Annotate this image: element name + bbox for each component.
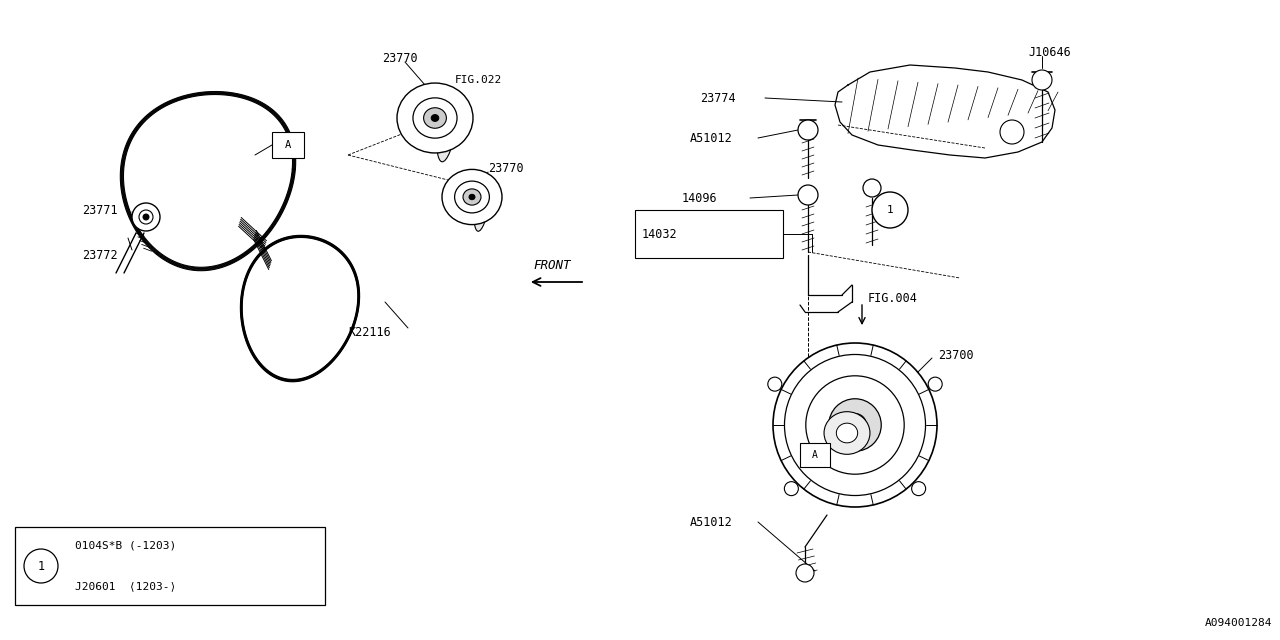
Text: 23770: 23770 <box>488 161 524 175</box>
Circle shape <box>768 377 782 391</box>
Circle shape <box>143 214 148 220</box>
Bar <box>15 527 325 605</box>
Circle shape <box>785 355 925 495</box>
Circle shape <box>785 482 799 495</box>
Text: 14096: 14096 <box>682 191 718 205</box>
Text: A: A <box>285 140 291 150</box>
Text: A51012: A51012 <box>690 515 732 529</box>
Text: 14032: 14032 <box>643 227 677 241</box>
Circle shape <box>773 343 937 507</box>
Ellipse shape <box>463 189 481 205</box>
Text: J20601  ⟨1203-⟩: J20601 ⟨1203-⟩ <box>76 581 177 591</box>
Text: 0104S*B (-1203): 0104S*B (-1203) <box>76 541 177 550</box>
Text: 23772: 23772 <box>82 248 118 262</box>
Circle shape <box>806 376 904 474</box>
Bar <box>635 210 783 258</box>
Ellipse shape <box>468 195 475 200</box>
Text: 23770: 23770 <box>381 51 417 65</box>
Ellipse shape <box>474 175 490 231</box>
Circle shape <box>132 203 160 231</box>
Ellipse shape <box>424 108 447 128</box>
Circle shape <box>140 210 154 224</box>
Text: A51012: A51012 <box>690 131 732 145</box>
Ellipse shape <box>413 98 457 138</box>
Circle shape <box>1032 70 1052 90</box>
Circle shape <box>928 377 942 391</box>
Bar <box>800 443 829 467</box>
Ellipse shape <box>824 412 870 454</box>
Circle shape <box>797 185 818 205</box>
Text: FIG.004: FIG.004 <box>868 291 918 305</box>
Circle shape <box>872 192 908 228</box>
Text: 23771: 23771 <box>82 204 118 216</box>
Circle shape <box>911 482 925 495</box>
Ellipse shape <box>836 423 858 443</box>
Circle shape <box>1000 120 1024 144</box>
Text: A094001284: A094001284 <box>1204 618 1272 628</box>
Text: K22116: K22116 <box>348 326 390 339</box>
Text: 23700: 23700 <box>938 349 974 362</box>
Circle shape <box>797 120 818 140</box>
Ellipse shape <box>442 170 502 225</box>
Polygon shape <box>835 65 1055 158</box>
Circle shape <box>863 179 881 197</box>
Text: J10646: J10646 <box>1028 45 1071 58</box>
Text: FIG.022: FIG.022 <box>454 75 502 85</box>
Ellipse shape <box>436 90 457 162</box>
Text: 1: 1 <box>37 559 45 573</box>
Circle shape <box>844 413 867 436</box>
Text: 1: 1 <box>887 205 893 215</box>
Circle shape <box>24 549 58 583</box>
Ellipse shape <box>454 181 489 213</box>
Text: FRONT: FRONT <box>534 259 571 271</box>
Text: A: A <box>812 450 818 460</box>
Text: 23774: 23774 <box>700 92 736 104</box>
Bar <box>273 132 305 158</box>
Ellipse shape <box>431 115 439 122</box>
Circle shape <box>828 399 881 451</box>
Ellipse shape <box>397 83 474 153</box>
Circle shape <box>796 564 814 582</box>
